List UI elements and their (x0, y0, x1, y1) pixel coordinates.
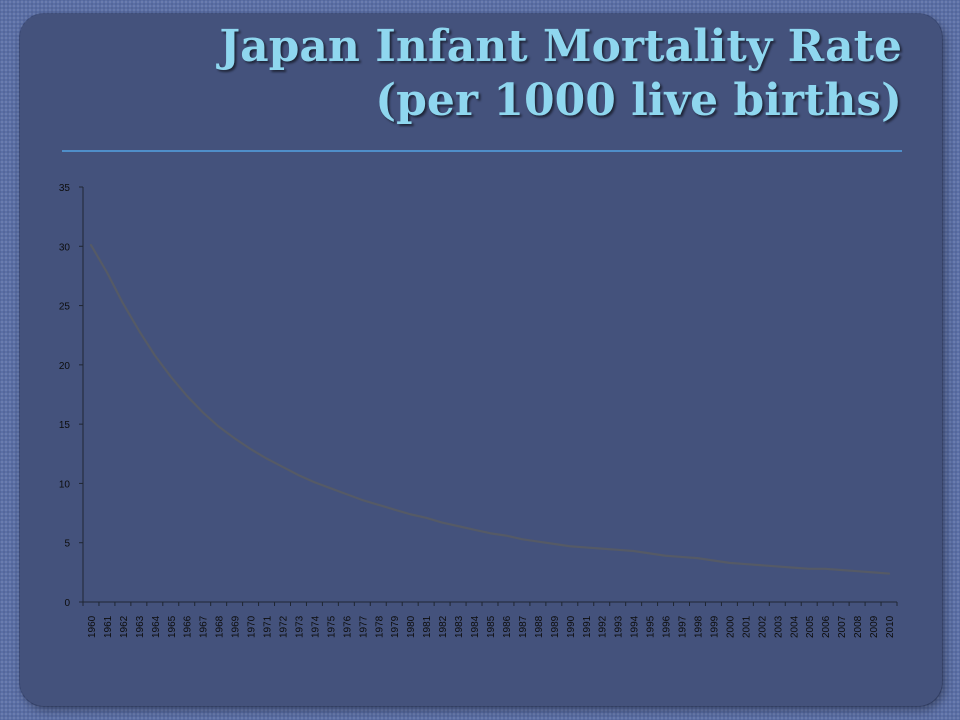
x-tick-label: 1994 (630, 615, 641, 638)
x-tick-label: 1962 (119, 615, 130, 638)
x-tick-label: 1997 (678, 615, 689, 638)
x-tick-label: 1987 (518, 615, 529, 638)
slide-title-line2: (per 1000 live births) (375, 75, 902, 126)
x-tick-label: 1977 (358, 615, 369, 638)
x-tick-label: 2009 (869, 615, 880, 638)
x-tick-label: 1988 (534, 615, 545, 638)
y-tick-label: 25 (59, 302, 71, 313)
x-tick-label: 2006 (821, 615, 832, 638)
x-tick-label: 2000 (725, 615, 736, 638)
x-tick-label: 1984 (470, 615, 481, 638)
x-tick-label: 1985 (486, 615, 497, 638)
y-tick-label: 30 (59, 242, 71, 253)
y-tick-label: 5 (64, 539, 70, 550)
x-tick-label: 1980 (406, 615, 417, 638)
series-line (89, 244, 891, 575)
x-tick-label: 1969 (231, 615, 242, 638)
x-tick-label: 1981 (422, 615, 433, 638)
title-divider (62, 150, 902, 152)
x-tick-label: 1973 (294, 615, 305, 638)
x-tick-label: 1961 (103, 615, 114, 638)
y-tick-label: 35 (59, 183, 71, 194)
x-tick-label: 2003 (773, 615, 784, 638)
slide-title: Japan Infant Mortality Rate (per 1000 li… (82, 20, 902, 128)
y-tick-label: 20 (59, 361, 71, 372)
x-tick-label: 1998 (693, 615, 704, 638)
x-tick-label: 1976 (342, 615, 353, 638)
x-tick-label: 1966 (183, 615, 194, 638)
x-tick-label: 1992 (598, 615, 609, 638)
x-tick-label: 2007 (837, 615, 848, 638)
x-tick-label: 1968 (215, 615, 226, 638)
y-tick-label: 15 (59, 420, 71, 431)
x-tick-label: 1989 (550, 615, 561, 638)
y-tick-label: 0 (64, 598, 70, 609)
x-tick-label: 1990 (566, 615, 577, 638)
x-tick-label: 1963 (135, 615, 146, 638)
x-tick-label: 1974 (310, 615, 321, 638)
x-tick-label: 1999 (709, 615, 720, 638)
x-tick-label: 1967 (199, 615, 210, 638)
x-tick-label: 2005 (805, 615, 816, 638)
x-tick-label: 1978 (374, 615, 385, 638)
x-tick-label: 2010 (885, 615, 896, 638)
x-tick-label: 1993 (614, 615, 625, 638)
x-tick-label: 2008 (853, 615, 864, 638)
y-tick-label: 10 (59, 479, 71, 490)
x-tick-label: 1971 (263, 615, 274, 638)
x-tick-label: 1970 (247, 615, 258, 638)
x-tick-label: 1972 (279, 615, 290, 638)
x-tick-label: 2001 (741, 615, 752, 638)
x-tick-label: 1982 (438, 615, 449, 638)
x-tick-label: 1964 (151, 615, 162, 638)
slide-panel (20, 14, 942, 706)
x-tick-label: 1991 (582, 615, 593, 638)
x-tick-label: 2002 (757, 615, 768, 638)
x-tick-label: 2004 (789, 615, 800, 638)
x-tick-label: 1983 (454, 615, 465, 638)
x-tick-label: 1960 (87, 615, 98, 638)
x-tick-label: 1996 (662, 615, 673, 638)
x-tick-label: 1965 (167, 615, 178, 638)
slide-title-line1: Japan Infant Mortality Rate (219, 21, 902, 72)
x-tick-label: 1995 (646, 615, 657, 638)
x-tick-label: 1979 (390, 615, 401, 638)
x-tick-label: 1975 (326, 615, 337, 638)
x-tick-label: 1986 (502, 615, 513, 638)
